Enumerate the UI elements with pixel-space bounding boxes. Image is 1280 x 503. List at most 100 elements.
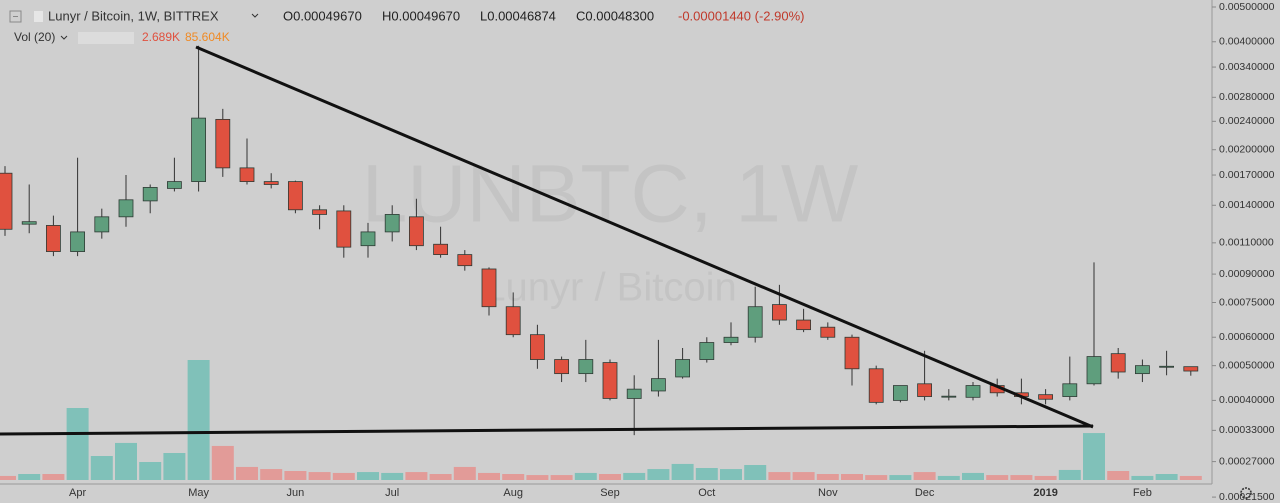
y-tick-label: 0.00500000 [1219, 1, 1275, 13]
volume-bar [478, 472, 500, 480]
volume-bar [1131, 475, 1154, 480]
symbol-icon [34, 11, 43, 22]
volume-bar [163, 453, 186, 480]
candle-body [215, 118, 231, 169]
y-tick-label: 0.00200000 [1219, 144, 1275, 156]
y-tick-label: 0.00075000 [1219, 296, 1275, 308]
volume-bar [913, 472, 936, 480]
dropdown-icon[interactable] [60, 35, 68, 40]
volume-bar [332, 472, 355, 480]
y-tick-label: 0.00340000 [1219, 61, 1275, 73]
settings-icons[interactable] [78, 32, 134, 44]
candle-body [1062, 383, 1078, 397]
trend-line [195, 45, 1094, 429]
volume-bar [720, 469, 742, 480]
volume-bar [526, 475, 549, 480]
candle-body [505, 306, 521, 336]
volume-value: 2.689K [142, 30, 180, 44]
volume-bar [1034, 475, 1057, 480]
volume-bar [599, 474, 621, 480]
ohlc-low: L0.00046874 [480, 8, 556, 23]
volume-title[interactable]: Vol (20) [14, 30, 55, 44]
volume-bar [962, 472, 984, 480]
collapse-icon[interactable] [9, 10, 22, 23]
candle-body [1110, 353, 1126, 373]
candle-body [94, 216, 110, 233]
time-axis [0, 484, 1280, 503]
x-tick-label: Dec [915, 487, 935, 499]
price-axis [1212, 0, 1280, 503]
volume-bar [381, 472, 404, 480]
x-tick-label: Feb [1133, 487, 1152, 499]
volume-bar [187, 360, 210, 480]
y-tick-label: 0.00140000 [1219, 199, 1275, 211]
y-tick-label: 0.00090000 [1219, 268, 1275, 280]
volume-bar [308, 472, 331, 480]
volume-bar [1058, 469, 1081, 480]
volume-bar [889, 475, 912, 480]
volume-bar [236, 466, 258, 480]
volume-bar [429, 474, 452, 480]
volume-bar [865, 475, 888, 480]
candle-body [796, 319, 811, 331]
y-tick-label: 0.00280000 [1219, 91, 1275, 103]
candle-body [118, 199, 134, 218]
volume-bar [66, 408, 89, 480]
volume-bar [768, 472, 791, 480]
candle-body [917, 383, 932, 397]
candle-body [360, 231, 376, 247]
candle-body [602, 362, 618, 399]
volume-bar [284, 471, 307, 480]
volume-bar [502, 474, 525, 480]
volume-bar [792, 472, 815, 480]
y-tick-label: 0.00027000 [1219, 455, 1275, 467]
candle-body [578, 359, 594, 375]
volume-bar [405, 472, 428, 480]
x-tick-label: Jul [385, 487, 399, 499]
candle-body [142, 187, 158, 202]
x-tick-label: 2019 [1033, 487, 1057, 499]
candle-body [893, 385, 908, 401]
x-tick-label: May [188, 487, 209, 499]
y-tick-label: 0.00400000 [1219, 36, 1275, 48]
volume-bar [816, 474, 839, 480]
ohlc-close: C0.00048300 [576, 8, 654, 23]
volume-bar [357, 472, 379, 480]
volume-bar [1010, 475, 1033, 480]
ohlc-change: -0.00001440 (-2.90%) [678, 8, 804, 23]
volume-bar [550, 475, 573, 480]
candle-body [384, 214, 400, 233]
volume-bar [574, 472, 597, 480]
candle-body [263, 181, 279, 185]
candle-body [723, 336, 739, 343]
candle-body [772, 304, 787, 321]
candle-body [626, 388, 642, 399]
candle-body [312, 209, 328, 215]
candle-body [336, 210, 352, 248]
volume-bar [695, 468, 718, 480]
y-tick-label: 0.00240000 [1219, 115, 1275, 127]
trend-line [0, 424, 1094, 436]
dropdown-icon[interactable] [251, 13, 259, 18]
candle-body [191, 117, 207, 182]
volume-ma: 85.604K [185, 30, 230, 44]
volume-bar [1107, 471, 1130, 480]
volume-bar [115, 442, 137, 480]
volume-bar [841, 474, 863, 480]
watermark-sub: Lunyr / Bitcoin [483, 266, 736, 310]
y-tick-label: 0.00170000 [1219, 169, 1275, 181]
candle-body [1086, 356, 1102, 385]
settings-gear[interactable] [1240, 487, 1252, 499]
y-tick-label: 0.00040000 [1219, 394, 1275, 406]
candle-body [820, 326, 836, 338]
volume-bar [139, 462, 162, 480]
candle-body [166, 181, 182, 189]
x-tick-label: Aug [503, 487, 523, 499]
axes: 0.00500000 0.00400000 0.00340000 0.00280000… [69, 1, 1275, 503]
candle-body [0, 172, 13, 230]
x-tick-label: Sep [600, 487, 620, 499]
candle-body [675, 359, 690, 378]
volume-bar [986, 475, 1009, 480]
symbol[interactable]: Lunyr / Bitcoin, 1W, BITTREX [48, 8, 219, 23]
